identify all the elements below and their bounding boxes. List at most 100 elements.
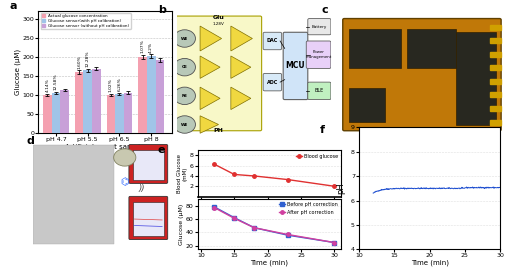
Circle shape — [174, 116, 195, 133]
FancyBboxPatch shape — [343, 19, 501, 131]
Polygon shape — [231, 87, 251, 109]
Text: Power
management: Power management — [305, 50, 332, 59]
Text: a: a — [9, 1, 16, 11]
Text: e: e — [157, 145, 165, 155]
Bar — [490, 79, 501, 84]
Y-axis label: pH: pH — [337, 183, 345, 194]
Bar — [60, 90, 69, 133]
Bar — [490, 38, 501, 43]
Before pH correction — [331, 241, 338, 244]
FancyBboxPatch shape — [129, 196, 168, 240]
Text: ⌬: ⌬ — [121, 177, 129, 187]
FancyBboxPatch shape — [133, 202, 164, 236]
Text: PH: PH — [213, 128, 224, 133]
FancyBboxPatch shape — [283, 32, 308, 100]
Polygon shape — [200, 26, 222, 51]
Blood glucose — [331, 184, 338, 188]
Blood glucose — [285, 178, 291, 181]
After pH correction — [285, 233, 291, 236]
Bar — [490, 25, 501, 30]
Text: RE: RE — [182, 94, 188, 98]
Text: 1.02%: 1.02% — [109, 78, 113, 92]
Before pH correction — [231, 216, 238, 219]
Text: 12.28%: 12.28% — [86, 51, 90, 67]
Bar — [139, 57, 147, 133]
Text: 1.28V: 1.28V — [212, 22, 225, 25]
Text: MCU: MCU — [286, 61, 305, 70]
X-axis label: Artificial sweat sample: Artificial sweat sample — [66, 143, 145, 150]
After pH correction — [331, 241, 338, 244]
Text: 6.26%: 6.26% — [117, 78, 122, 91]
Text: BLE: BLE — [314, 88, 324, 93]
Text: 4.2%: 4.2% — [149, 42, 153, 53]
Bar — [115, 94, 124, 133]
Bar — [155, 60, 164, 133]
Before pH correction — [211, 205, 218, 209]
Text: b: b — [159, 5, 166, 15]
Polygon shape — [200, 116, 219, 133]
Circle shape — [174, 87, 195, 104]
Bar — [43, 95, 52, 133]
Text: Battery: Battery — [312, 25, 327, 29]
Polygon shape — [231, 26, 252, 51]
FancyBboxPatch shape — [175, 16, 262, 131]
Text: 1.07%: 1.07% — [141, 40, 145, 53]
FancyBboxPatch shape — [349, 88, 385, 122]
Bar — [124, 93, 132, 133]
After pH correction — [251, 226, 258, 229]
After pH correction — [231, 217, 238, 220]
X-axis label: Time (min): Time (min) — [250, 260, 288, 266]
Text: DAC: DAC — [267, 39, 278, 43]
Text: ADC: ADC — [267, 79, 278, 85]
Text: )): )) — [138, 184, 145, 193]
Before pH correction — [251, 226, 258, 229]
Text: CE: CE — [182, 65, 188, 69]
Text: WE: WE — [181, 37, 188, 40]
Circle shape — [174, 30, 195, 47]
FancyBboxPatch shape — [308, 82, 331, 100]
FancyBboxPatch shape — [129, 145, 168, 183]
Bar — [147, 56, 155, 133]
Bar — [490, 52, 501, 57]
Bar — [75, 72, 84, 133]
Text: Glu: Glu — [213, 15, 224, 20]
Line: Before pH correction: Before pH correction — [212, 205, 336, 244]
Y-axis label: Blood Glucose
(mM): Blood Glucose (mM) — [177, 154, 188, 193]
Bar — [490, 93, 501, 98]
Bar — [490, 106, 501, 111]
Bar — [52, 93, 60, 133]
FancyBboxPatch shape — [133, 150, 164, 180]
Y-axis label: Glucose (μM): Glucose (μM) — [15, 49, 21, 95]
Bar — [490, 65, 501, 70]
Polygon shape — [200, 56, 220, 78]
FancyBboxPatch shape — [263, 73, 282, 91]
After pH correction — [211, 206, 218, 209]
Legend: Before pH correction, After pH correction: Before pH correction, After pH correctio… — [278, 201, 339, 216]
Bar — [107, 95, 115, 133]
FancyBboxPatch shape — [308, 19, 331, 35]
Bar — [84, 70, 92, 133]
Line: After pH correction: After pH correction — [212, 206, 336, 244]
Text: 4.14%: 4.14% — [45, 78, 49, 92]
Text: f: f — [320, 125, 325, 135]
FancyBboxPatch shape — [33, 145, 114, 244]
Text: c: c — [322, 5, 328, 15]
FancyBboxPatch shape — [263, 32, 282, 50]
Blood glucose — [211, 163, 218, 166]
Blood glucose — [231, 173, 238, 176]
Text: 12.58%: 12.58% — [54, 74, 58, 90]
Text: WE: WE — [181, 122, 188, 127]
Line: Blood glucose: Blood glucose — [212, 162, 336, 188]
Bar — [490, 120, 501, 124]
FancyBboxPatch shape — [349, 29, 401, 68]
Blood glucose — [251, 174, 258, 178]
Legend: Actual glucose concentration, Glucose sensor(with pH calibration), Glucose senso: Actual glucose concentration, Glucose se… — [41, 13, 131, 29]
Polygon shape — [200, 87, 220, 109]
Polygon shape — [231, 56, 251, 78]
Legend: Blood glucose: Blood glucose — [295, 153, 339, 160]
FancyBboxPatch shape — [456, 32, 496, 124]
FancyBboxPatch shape — [407, 29, 456, 68]
Y-axis label: Glucose (μM): Glucose (μM) — [179, 203, 184, 245]
Text: 1.60%: 1.60% — [77, 55, 81, 69]
Circle shape — [174, 58, 195, 76]
